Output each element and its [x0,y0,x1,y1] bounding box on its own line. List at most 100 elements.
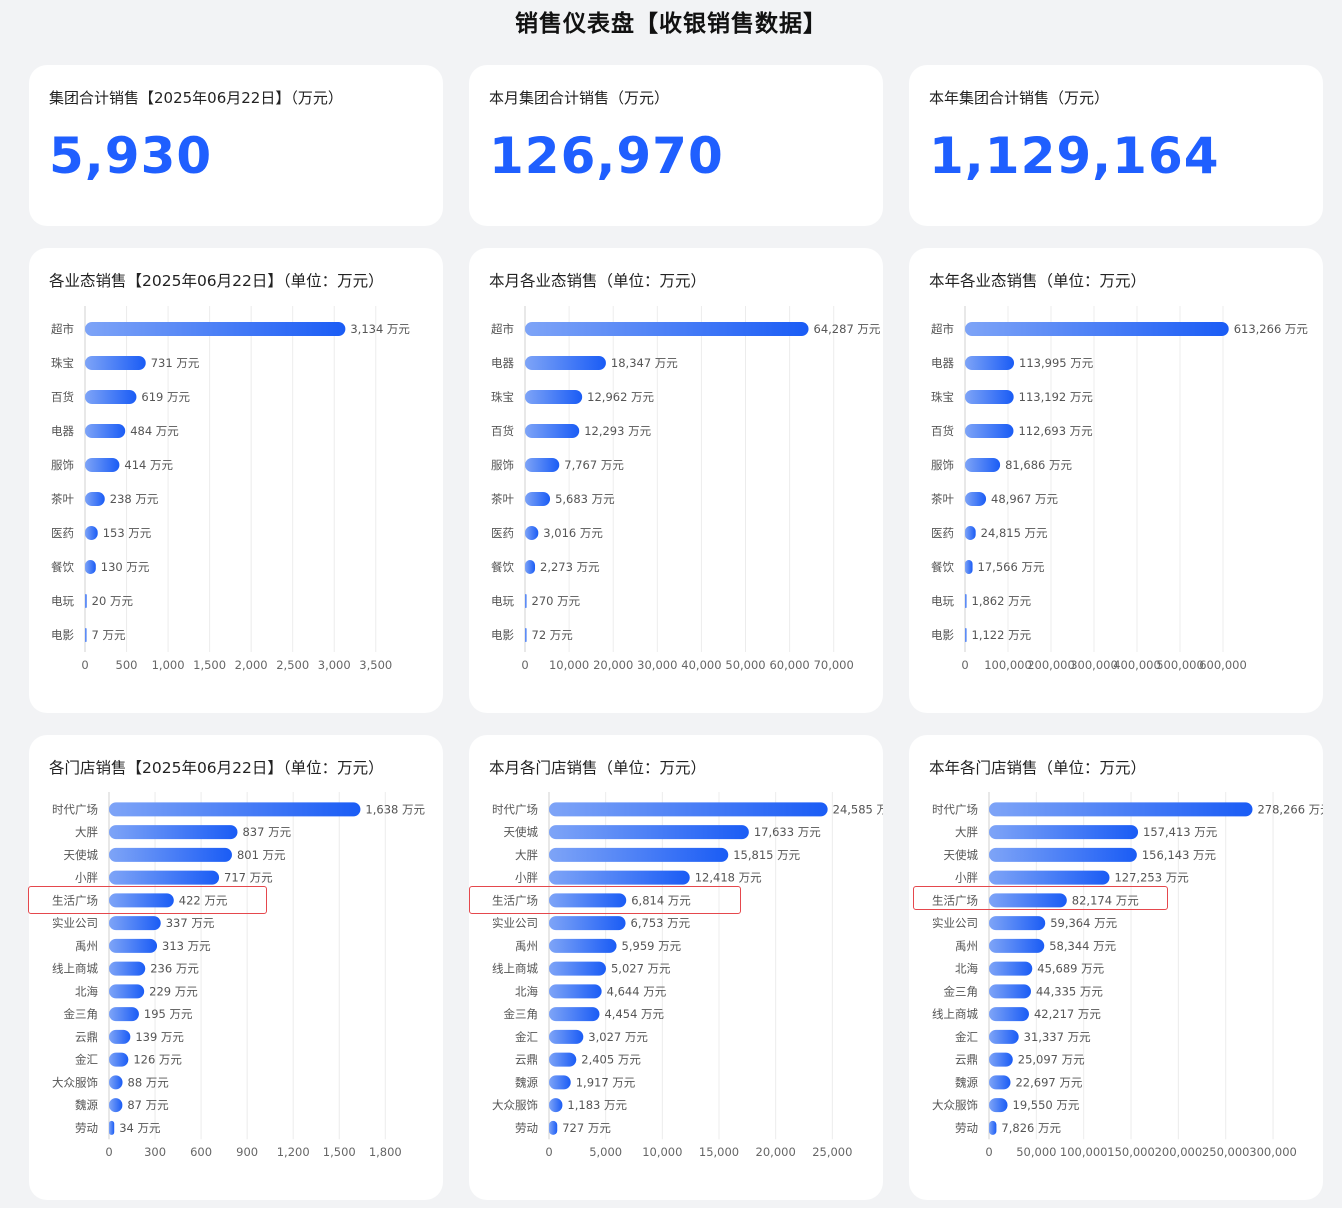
bar[interactable] [989,1007,1029,1022]
bar[interactable] [989,916,1046,931]
bar[interactable] [109,802,361,817]
bar[interactable] [549,984,602,999]
bar[interactable] [85,424,126,438]
bar[interactable] [989,893,1067,908]
category-label: 大胖 [955,825,978,839]
bar[interactable] [109,938,158,953]
bar[interactable] [109,847,232,862]
x-tick-label: 0 [961,658,968,672]
category-label: 云鼎 [515,1053,538,1067]
bar[interactable] [965,594,967,608]
category-label: 珠宝 [51,356,74,370]
bar[interactable] [549,847,729,862]
bar[interactable] [965,628,967,642]
bar[interactable] [85,628,87,642]
bar[interactable] [85,458,120,472]
bar[interactable] [965,424,1014,438]
bar[interactable] [989,938,1045,953]
bar[interactable] [109,1120,115,1135]
value-label: 2,405 万元 [581,1053,641,1067]
bar[interactable] [109,1029,131,1044]
bar[interactable] [549,1029,584,1044]
bar[interactable] [85,560,96,574]
bar[interactable] [525,390,583,404]
kpi-card-year: 本年集团合计销售（万元） 1,129,164 [909,65,1323,226]
bar[interactable] [549,961,606,976]
bar[interactable] [989,1075,1011,1090]
bar[interactable] [109,916,161,931]
bar[interactable] [989,825,1139,840]
bar[interactable] [549,1007,600,1022]
bar[interactable] [525,492,551,506]
bar[interactable] [989,847,1137,862]
category-label: 禹州 [75,939,98,953]
bar[interactable] [989,961,1033,976]
bar[interactable] [549,916,626,931]
bar[interactable] [549,938,617,953]
x-tick-label: 100,000 [1060,1145,1108,1159]
bar[interactable] [525,322,809,336]
bar[interactable] [989,1120,997,1135]
category-label: 时代广场 [932,802,978,816]
kpi-value-today: 5,930 [49,127,213,185]
bar[interactable] [549,825,749,840]
x-tick-label: 600,000 [1199,658,1247,672]
bar[interactable] [109,984,145,999]
bar[interactable] [549,870,690,885]
value-label: 727 万元 [562,1121,611,1135]
bar[interactable] [109,870,220,885]
x-tick-label: 5,000 [589,1145,622,1159]
bar[interactable] [525,628,527,642]
bar[interactable] [85,594,87,608]
bar[interactable] [85,526,98,540]
bar[interactable] [965,526,976,540]
x-tick-label: 20,000 [756,1145,796,1159]
bar[interactable] [549,802,828,817]
bar[interactable] [109,1007,139,1022]
x-tick-label: 40,000 [681,658,721,672]
category-label: 北海 [955,962,978,976]
bar[interactable] [85,322,346,336]
bar[interactable] [965,390,1014,404]
x-tick-label: 250,000 [1202,1145,1250,1159]
category-label: 服饰 [51,458,74,472]
bar[interactable] [85,356,146,370]
bar[interactable] [109,1052,129,1067]
category-label: 电影 [491,628,514,642]
bar[interactable] [525,560,536,574]
bar[interactable] [989,870,1110,885]
bar[interactable] [989,984,1031,999]
bar[interactable] [965,492,987,506]
bar[interactable] [109,1075,123,1090]
bar[interactable] [549,1098,563,1113]
bar[interactable] [965,322,1229,336]
bar[interactable] [85,492,105,506]
bar[interactable] [549,893,627,908]
category-label: 线上商城 [932,1007,978,1021]
bar[interactable] [549,1075,571,1090]
bar[interactable] [525,424,580,438]
bar[interactable] [965,458,1001,472]
bar[interactable] [109,893,174,908]
bar[interactable] [85,390,137,404]
bar[interactable] [525,594,527,608]
bar[interactable] [525,526,539,540]
bar-chart-store-month: 0 5,000 10,000 15,000 20,000 25,000 时代广场 24,585… [492,792,883,1159]
bar[interactable] [109,961,146,976]
bar[interactable] [549,1052,577,1067]
bar-chart-format-month: 0 10,000 20,000 30,000 40,000 50,000 60,000 70,… [491,306,881,672]
bar[interactable] [989,1098,1008,1113]
bar[interactable] [109,1098,123,1113]
bar[interactable] [549,1120,558,1135]
x-tick-label: 1,000 [152,658,185,672]
bar[interactable] [989,1052,1013,1067]
x-tick-label: 3,500 [359,658,392,672]
bar[interactable] [965,560,973,574]
bar[interactable] [109,825,238,840]
bar[interactable] [989,802,1253,817]
bar[interactable] [525,356,606,370]
bar[interactable] [989,1029,1019,1044]
bar[interactable] [965,356,1015,370]
bar[interactable] [525,458,560,472]
